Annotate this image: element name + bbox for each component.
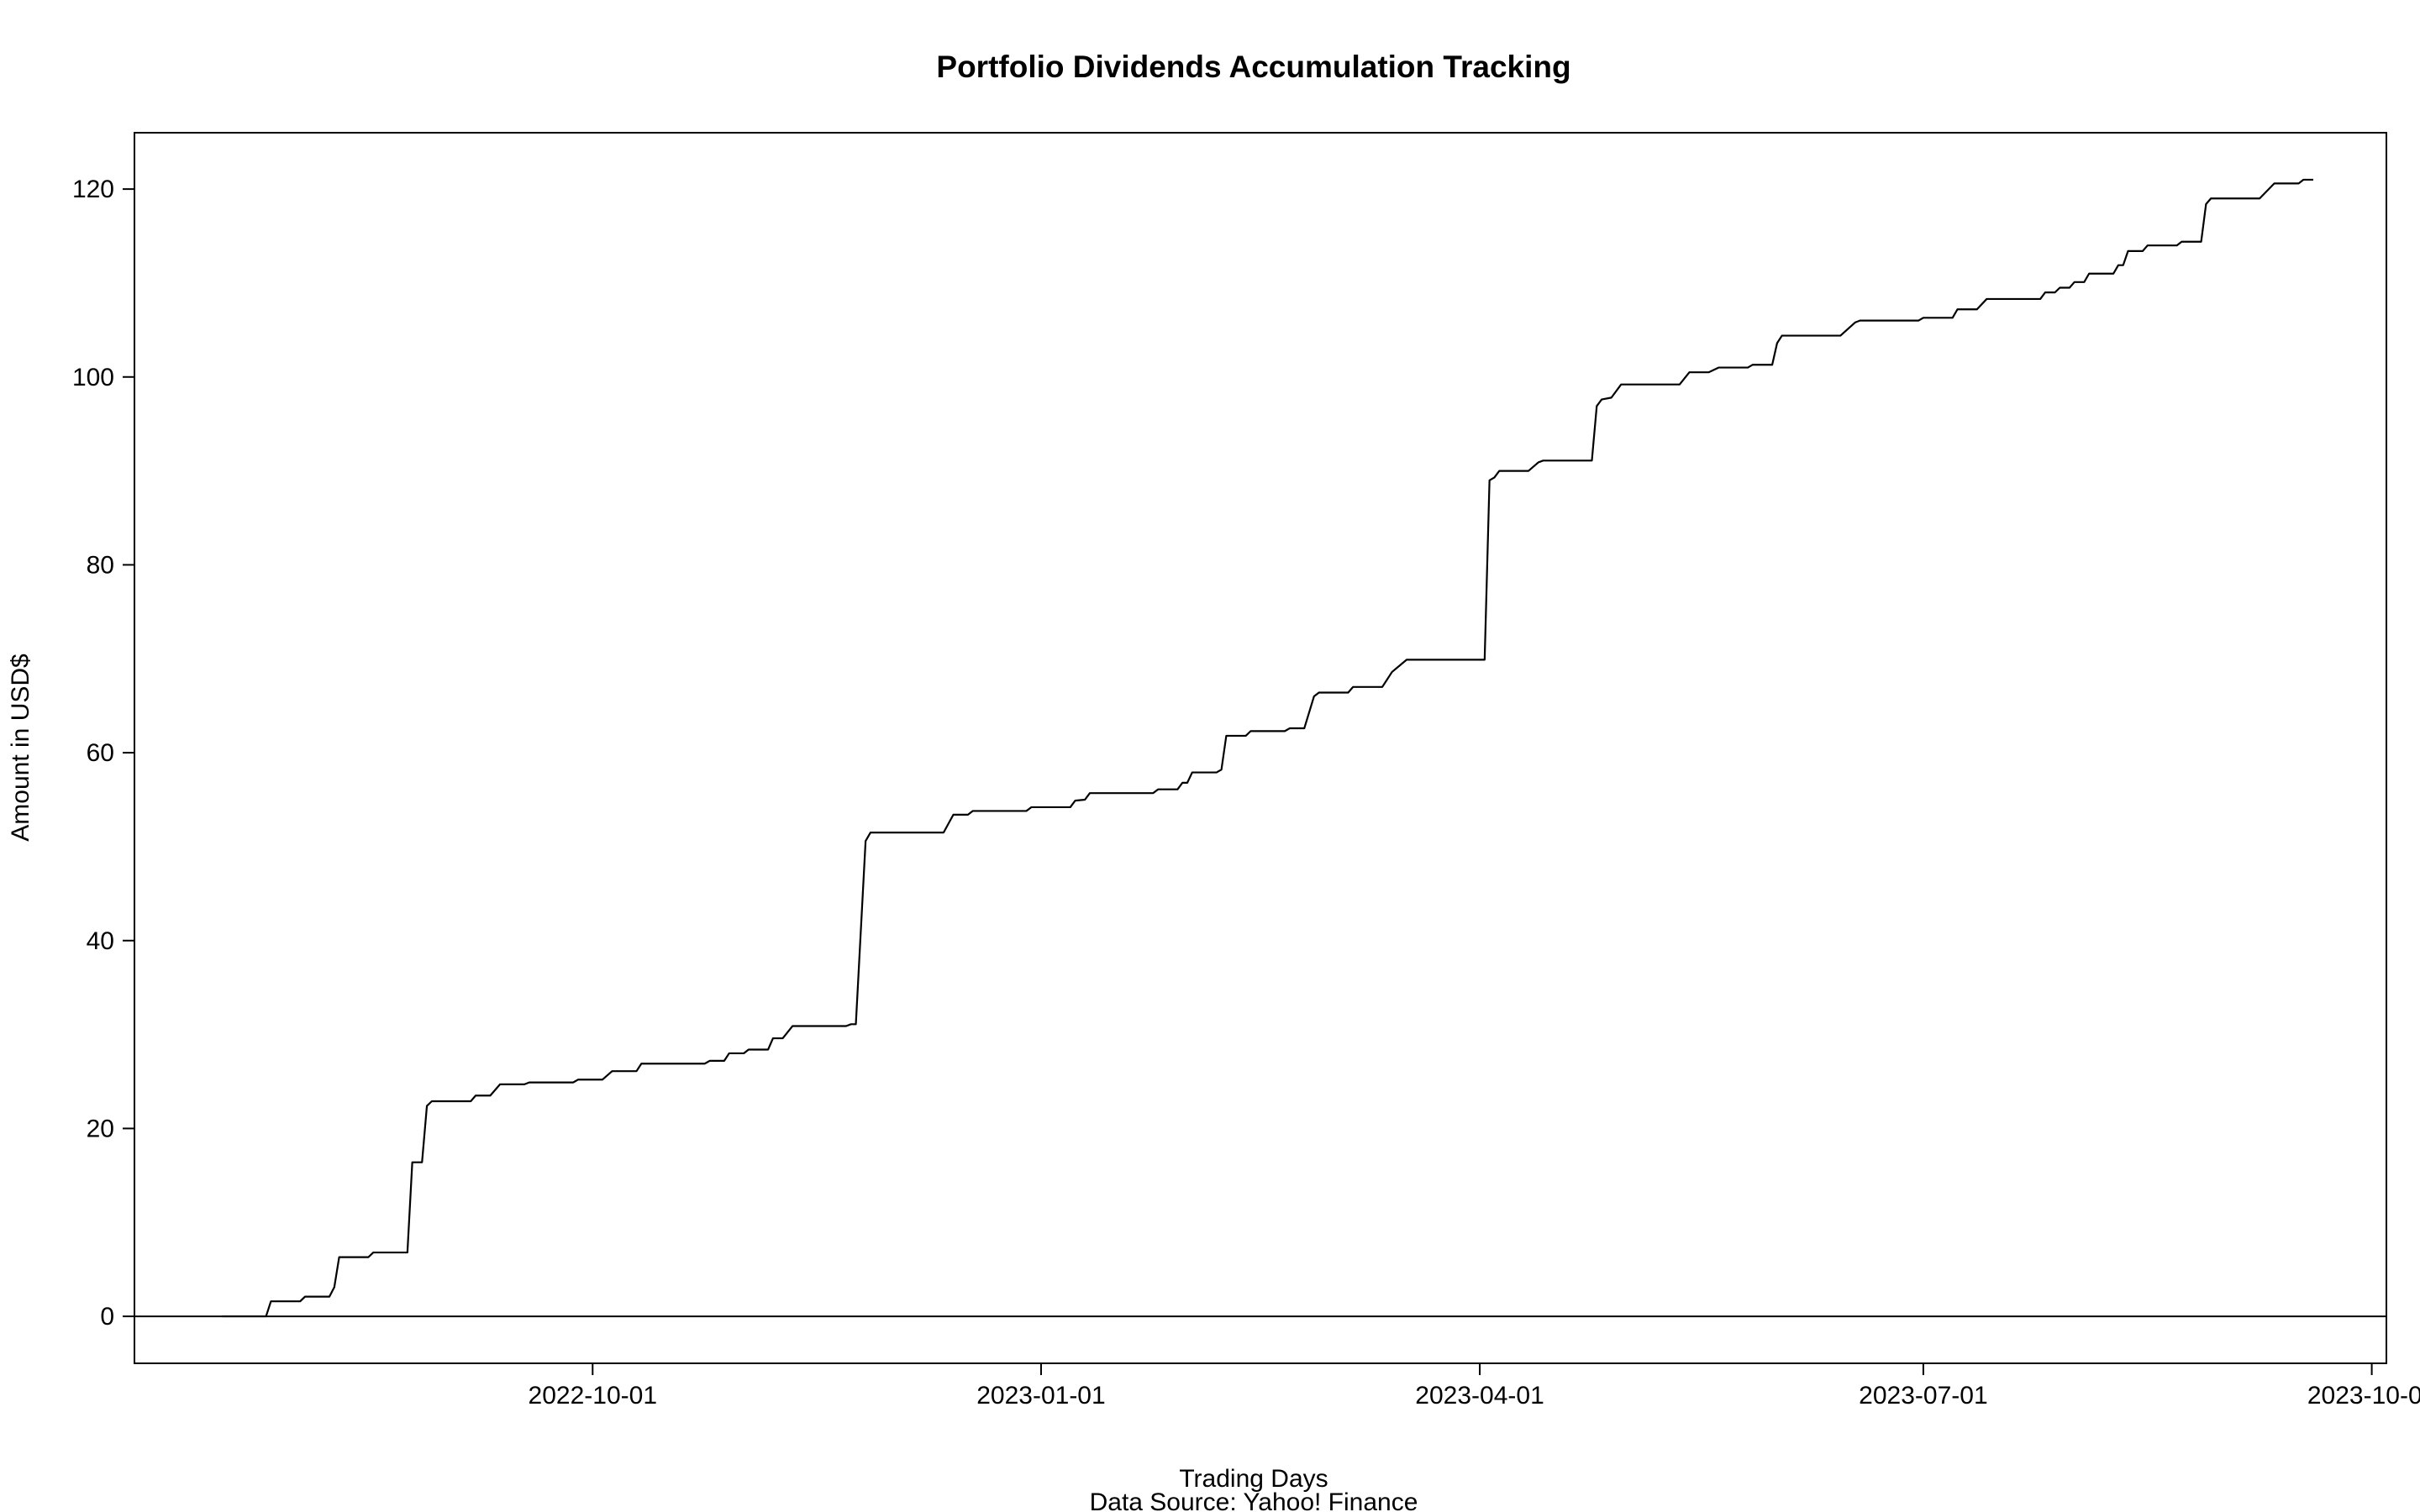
y-tick-label: 100 — [72, 364, 114, 391]
y-tick-label: 60 — [87, 739, 114, 767]
x-axis-label: Trading Days — [1179, 1465, 1328, 1493]
y-tick-label: 20 — [87, 1115, 114, 1142]
y-tick-label: 0 — [100, 1303, 114, 1331]
y-tick-label: 40 — [87, 927, 114, 955]
y-tick-label: 80 — [87, 551, 114, 579]
chart-title: Portfolio Dividends Accumulation Trackin… — [936, 50, 1570, 84]
x-tick-label: 2023-10-01 — [2307, 1382, 2420, 1410]
y-axis: 0 20 40 60 80 100 120 — [72, 176, 134, 1331]
y-tick-label: 120 — [72, 176, 114, 203]
y-axis-label: Amount in USD$ — [7, 654, 34, 842]
series-line — [222, 178, 2313, 1318]
x-tick-label: 2022-10-01 — [529, 1382, 657, 1410]
x-tick-label: 2023-07-01 — [1859, 1382, 1987, 1410]
plot-frame — [134, 132, 2387, 1364]
x-tick-label: 2023-01-01 — [976, 1382, 1105, 1410]
data-source-caption: Data Source: Yahoo! Finance — [1090, 1488, 1418, 1512]
x-axis: 2022-10-01 2023-01-01 2023-04-01 2023-07-01… — [529, 1363, 2420, 1410]
x-tick-label: 2023-04-01 — [1415, 1382, 1544, 1410]
